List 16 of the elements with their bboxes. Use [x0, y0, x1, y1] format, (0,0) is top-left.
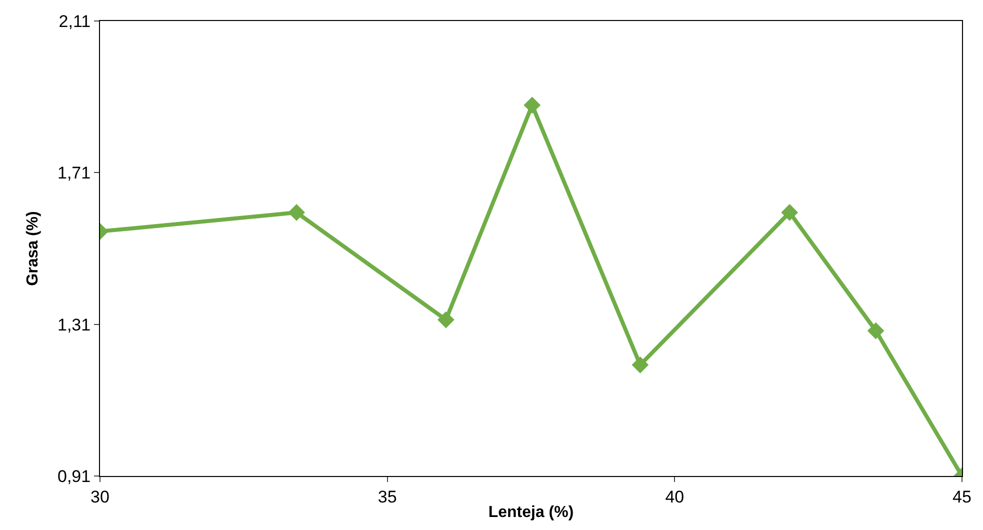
point — [867, 322, 884, 340]
point — [524, 96, 541, 114]
y-tick-label: 0,91 — [58, 466, 91, 486]
y-tick-label: 1,31 — [58, 315, 91, 334]
x-tick-label: 40 — [665, 487, 684, 506]
x-tick-label: 35 — [378, 487, 397, 506]
point — [632, 356, 649, 374]
y-tick-label: 1,71 — [58, 164, 91, 183]
x-axis-title: Lenteja (%) — [488, 504, 574, 522]
point — [438, 311, 454, 328]
point — [288, 204, 305, 221]
y-axis-title: Grasa (%) — [24, 211, 42, 286]
point — [781, 204, 798, 221]
x-tick-label: 45 — [952, 487, 972, 506]
x-tick-label: 30 — [90, 487, 110, 506]
y-tick-label: 2,11 — [58, 12, 91, 31]
